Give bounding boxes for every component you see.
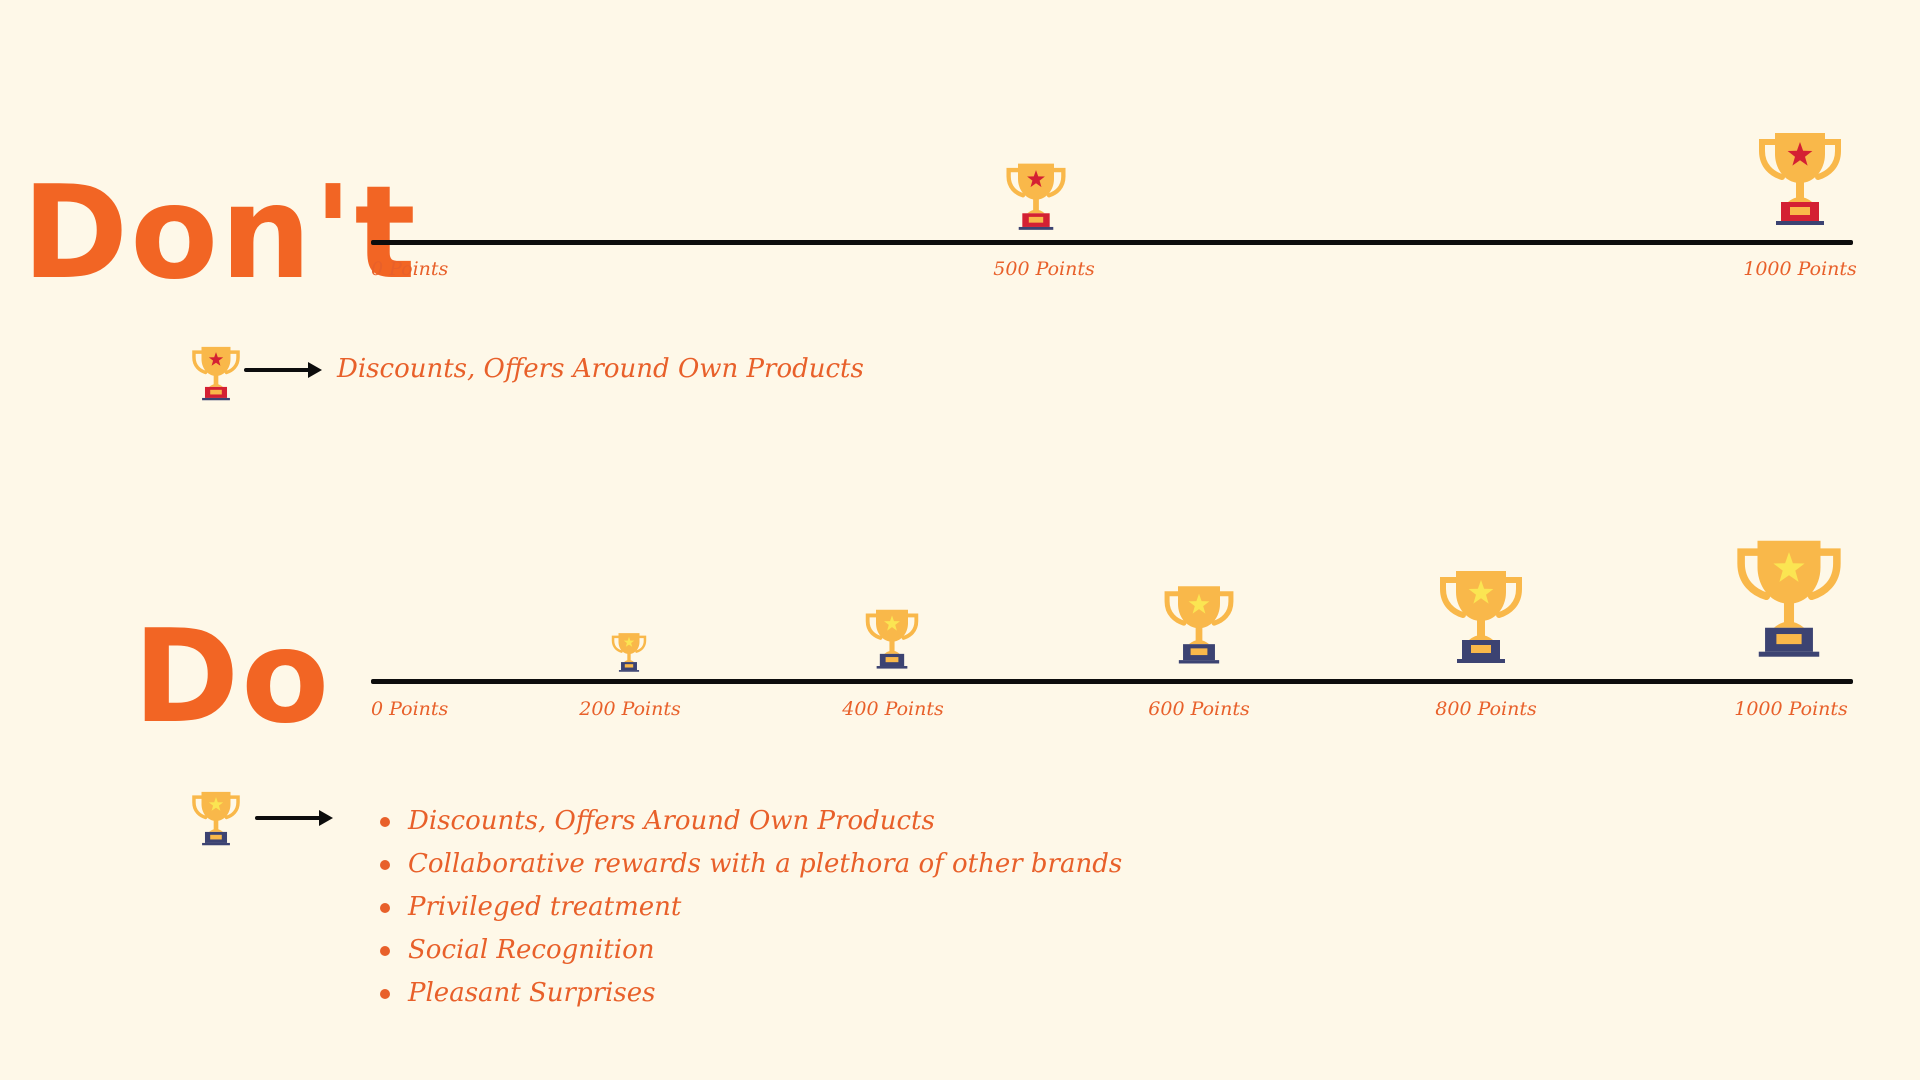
do-reward-item-text: Collaborative rewards with a plethora of…	[408, 849, 1123, 879]
do-reward-list: Discounts, Offers Around Own Products Co…	[380, 800, 1122, 1015]
do-tick-label-400: 400 Points	[842, 698, 944, 720]
trophy-yellow-star-icon	[1431, 552, 1531, 680]
trophy-yellow-star-icon	[608, 624, 650, 680]
trophy-yellow-star-icon	[860, 597, 924, 680]
do-tick-label-1000: 1000 Points	[1734, 698, 1848, 720]
bullet-icon	[380, 989, 390, 999]
trophy-red-star-icon	[187, 335, 245, 411]
list-item: Privileged treatment	[380, 886, 1122, 929]
do-timeline	[371, 679, 1853, 684]
do-tick-label-200: 200 Points	[579, 698, 681, 720]
bullet-icon	[380, 903, 390, 913]
bullet-icon	[380, 860, 390, 870]
arrow-right-icon	[244, 360, 324, 380]
do-reward-item-text: Privileged treatment	[408, 892, 682, 922]
trophy-red-star-icon	[1000, 150, 1072, 242]
do-reward-item-text: Pleasant Surprises	[408, 978, 656, 1008]
dont-timeline	[371, 240, 1853, 245]
trophy-yellow-star-icon	[187, 780, 245, 856]
do-reward-item-text: Social Recognition	[408, 935, 655, 965]
dont-tick-label-1000: 1000 Points	[1743, 258, 1857, 280]
trophy-yellow-star-icon	[1726, 515, 1852, 680]
list-item: Discounts, Offers Around Own Products	[380, 800, 1122, 843]
do-reward-item-text: Discounts, Offers Around Own Products	[408, 806, 935, 836]
dont-tick-label-0: 0 Points	[371, 258, 449, 280]
do-tick-label-600: 600 Points	[1148, 698, 1250, 720]
dont-reward-text: Discounts, Offers Around Own Products	[337, 354, 864, 384]
trophy-yellow-star-icon	[1157, 568, 1241, 680]
do-heading: Do	[133, 603, 332, 752]
bullet-icon	[380, 817, 390, 827]
do-tick-label-0: 0 Points	[371, 698, 449, 720]
dont-tick-label-500: 500 Points	[993, 258, 1095, 280]
list-item: Pleasant Surprises	[380, 972, 1122, 1015]
do-tick-label-800: 800 Points	[1435, 698, 1537, 720]
list-item: Social Recognition	[380, 929, 1122, 972]
trophy-red-star-icon	[1750, 114, 1850, 242]
bullet-icon	[380, 946, 390, 956]
arrow-right-icon	[255, 808, 335, 828]
list-item: Collaborative rewards with a plethora of…	[380, 843, 1122, 886]
dont-heading: Don't	[22, 159, 418, 308]
